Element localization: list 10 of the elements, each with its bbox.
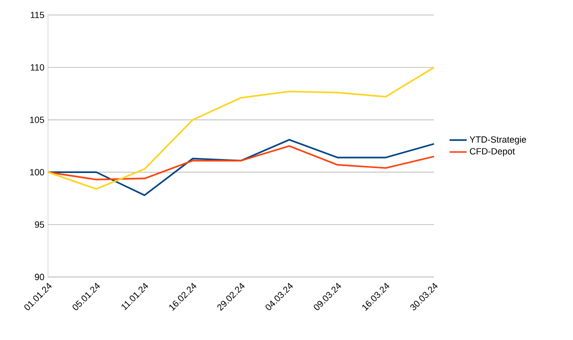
y-tick-label: 115 bbox=[30, 12, 44, 18]
y-tick-label: 110 bbox=[30, 64, 44, 71]
y-tick-label: 95 bbox=[34, 221, 44, 228]
y-tick-label: 90 bbox=[34, 274, 44, 280]
line-series bbox=[47, 145, 435, 180]
line-series bbox=[47, 66, 435, 190]
legend-label: CFD-Depot bbox=[470, 148, 515, 156]
y-tick-label: 105 bbox=[30, 116, 44, 123]
legend-label: YTD-Strategie bbox=[470, 136, 526, 144]
y-tick-label: 100 bbox=[30, 169, 44, 176]
